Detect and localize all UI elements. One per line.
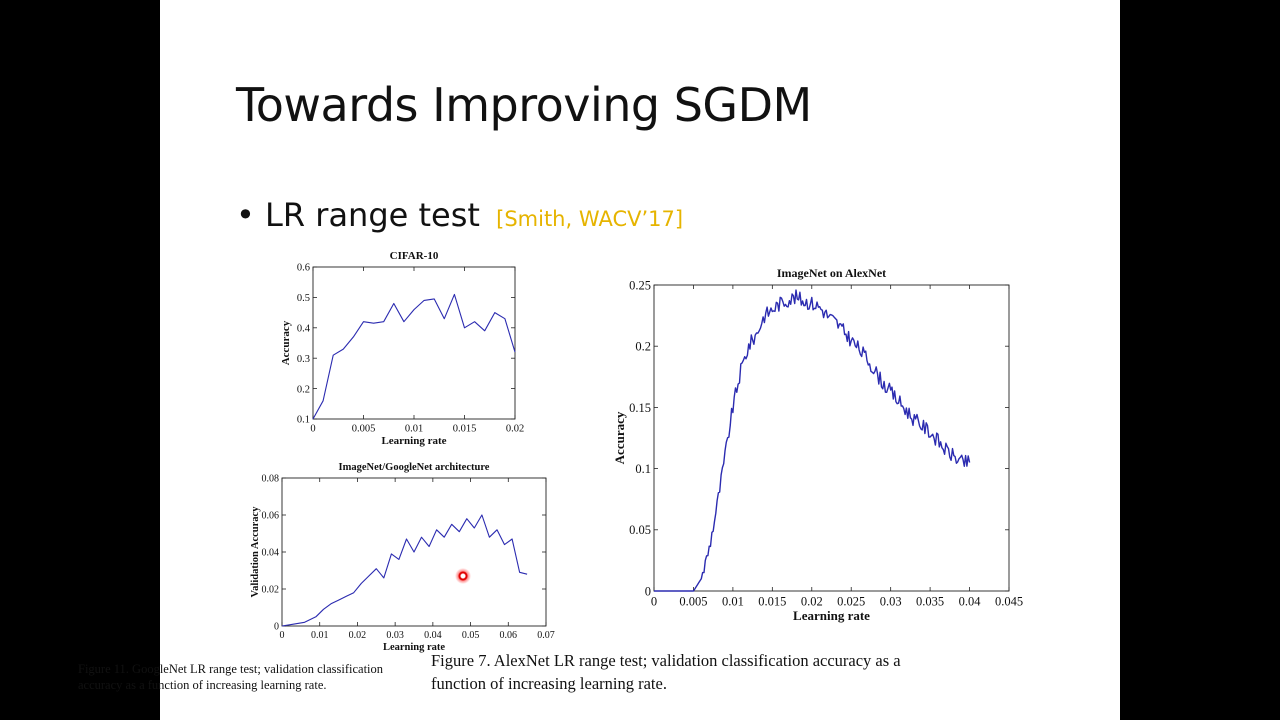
figure-11-caption: Figure 11. GoogleNet LR range test; vali… <box>78 662 384 692</box>
cifar10-chart: CIFAR-10 0 0.005 0.01 0.015 0.02 0.1 0.2 0.3 0.4 0… <box>280 250 524 447</box>
x-tick-label: 0.015 <box>758 595 786 609</box>
y-tick-label: 0.5 <box>297 293 310 304</box>
x-tick-label: 0.005 <box>679 595 707 609</box>
x-tick-label: 0.02 <box>506 424 524 435</box>
plot-frame <box>312 266 516 420</box>
chart-title: CIFAR-10 <box>390 250 439 262</box>
x-tick-label: 0.05 <box>462 630 480 641</box>
y-tick-label: 0.04 <box>262 548 280 559</box>
slide: Towards Improving SGDM • LR range test [… <box>160 0 1120 720</box>
x-tick-label: 0 <box>280 630 285 641</box>
x-tick-label: 0.07 <box>537 630 555 641</box>
y-tick-label: 0.06 <box>262 511 280 522</box>
x-tick-label: 0.01 <box>722 595 744 609</box>
y-tick-label: 0.15 <box>629 401 651 415</box>
bullet-dot: • <box>236 196 266 234</box>
x-tick-label: 0 <box>310 424 315 435</box>
y-tick-label: 0 <box>645 584 651 598</box>
x-tick-label: 0.02 <box>801 595 823 609</box>
x-axis-label: Learning rate <box>793 608 870 623</box>
x-tick-label: 0.005 <box>352 424 376 435</box>
x-tick-label: 0.01 <box>405 424 423 435</box>
y-axis-label: Accuracy <box>612 411 627 464</box>
y-axis-label: Accuracy <box>280 320 292 365</box>
bullet-text: LR range test <box>265 196 480 234</box>
y-tick-label: 0.3 <box>297 354 310 365</box>
y-tick-label: 0.4 <box>297 323 311 334</box>
x-tick-label: 0.01 <box>311 630 329 641</box>
y-axis-label: Validation Accuracy <box>250 506 261 598</box>
laser-pointer <box>455 568 471 584</box>
y-tick-label: 0 <box>274 622 279 633</box>
alexnet-chart: ImageNet on AlexNet 0 0.005 0.01 0.015 0.02 0.… <box>612 266 1023 623</box>
x-tick-label: 0.025 <box>837 595 865 609</box>
x-tick-label: 0.04 <box>959 595 982 609</box>
chart-title: ImageNet on AlexNet <box>777 266 886 280</box>
y-tick-label: 0.08 <box>262 474 280 485</box>
x-tick-label: 0.06 <box>500 630 518 641</box>
series-line <box>312 293 516 420</box>
series-line <box>654 289 971 592</box>
slide-title: Towards Improving SGDM <box>236 78 812 132</box>
x-tick-label: 0 <box>651 595 657 609</box>
y-tick-label: 0.05 <box>629 523 651 537</box>
y-tick-label: 0.2 <box>297 384 310 395</box>
bullet-item: • LR range test [Smith, WACV’17] <box>236 196 683 234</box>
citation: [Smith, WACV’17] <box>496 207 684 231</box>
figure-7-caption: Figure 7. AlexNet LR range test; validat… <box>431 651 901 693</box>
y-tick-label: 0.6 <box>297 263 310 274</box>
plot-frame <box>653 284 1010 592</box>
x-tick-label: 0.03 <box>386 630 404 641</box>
x-tick-label: 0.02 <box>349 630 367 641</box>
y-tick-label: 0.25 <box>629 278 651 292</box>
x-tick-label: 0.045 <box>995 595 1023 609</box>
x-tick-label: 0.035 <box>916 595 944 609</box>
y-tick-label: 0.02 <box>262 585 280 596</box>
x-tick-label: 0.015 <box>453 424 477 435</box>
googlenet-chart: ImageNet/GoogleNet architecture 0 0.01 0.02… <box>250 462 555 653</box>
y-tick-label: 0.1 <box>297 415 310 426</box>
x-axis-label: Learning rate <box>383 642 445 653</box>
series-line <box>281 514 528 627</box>
x-tick-label: 0.03 <box>880 595 902 609</box>
y-tick-label: 0.2 <box>635 340 651 354</box>
y-tick-label: 0.1 <box>635 462 651 476</box>
chart-title: ImageNet/GoogleNet architecture <box>339 462 490 473</box>
x-tick-label: 0.04 <box>424 630 442 641</box>
x-axis-label: Learning rate <box>381 435 446 447</box>
